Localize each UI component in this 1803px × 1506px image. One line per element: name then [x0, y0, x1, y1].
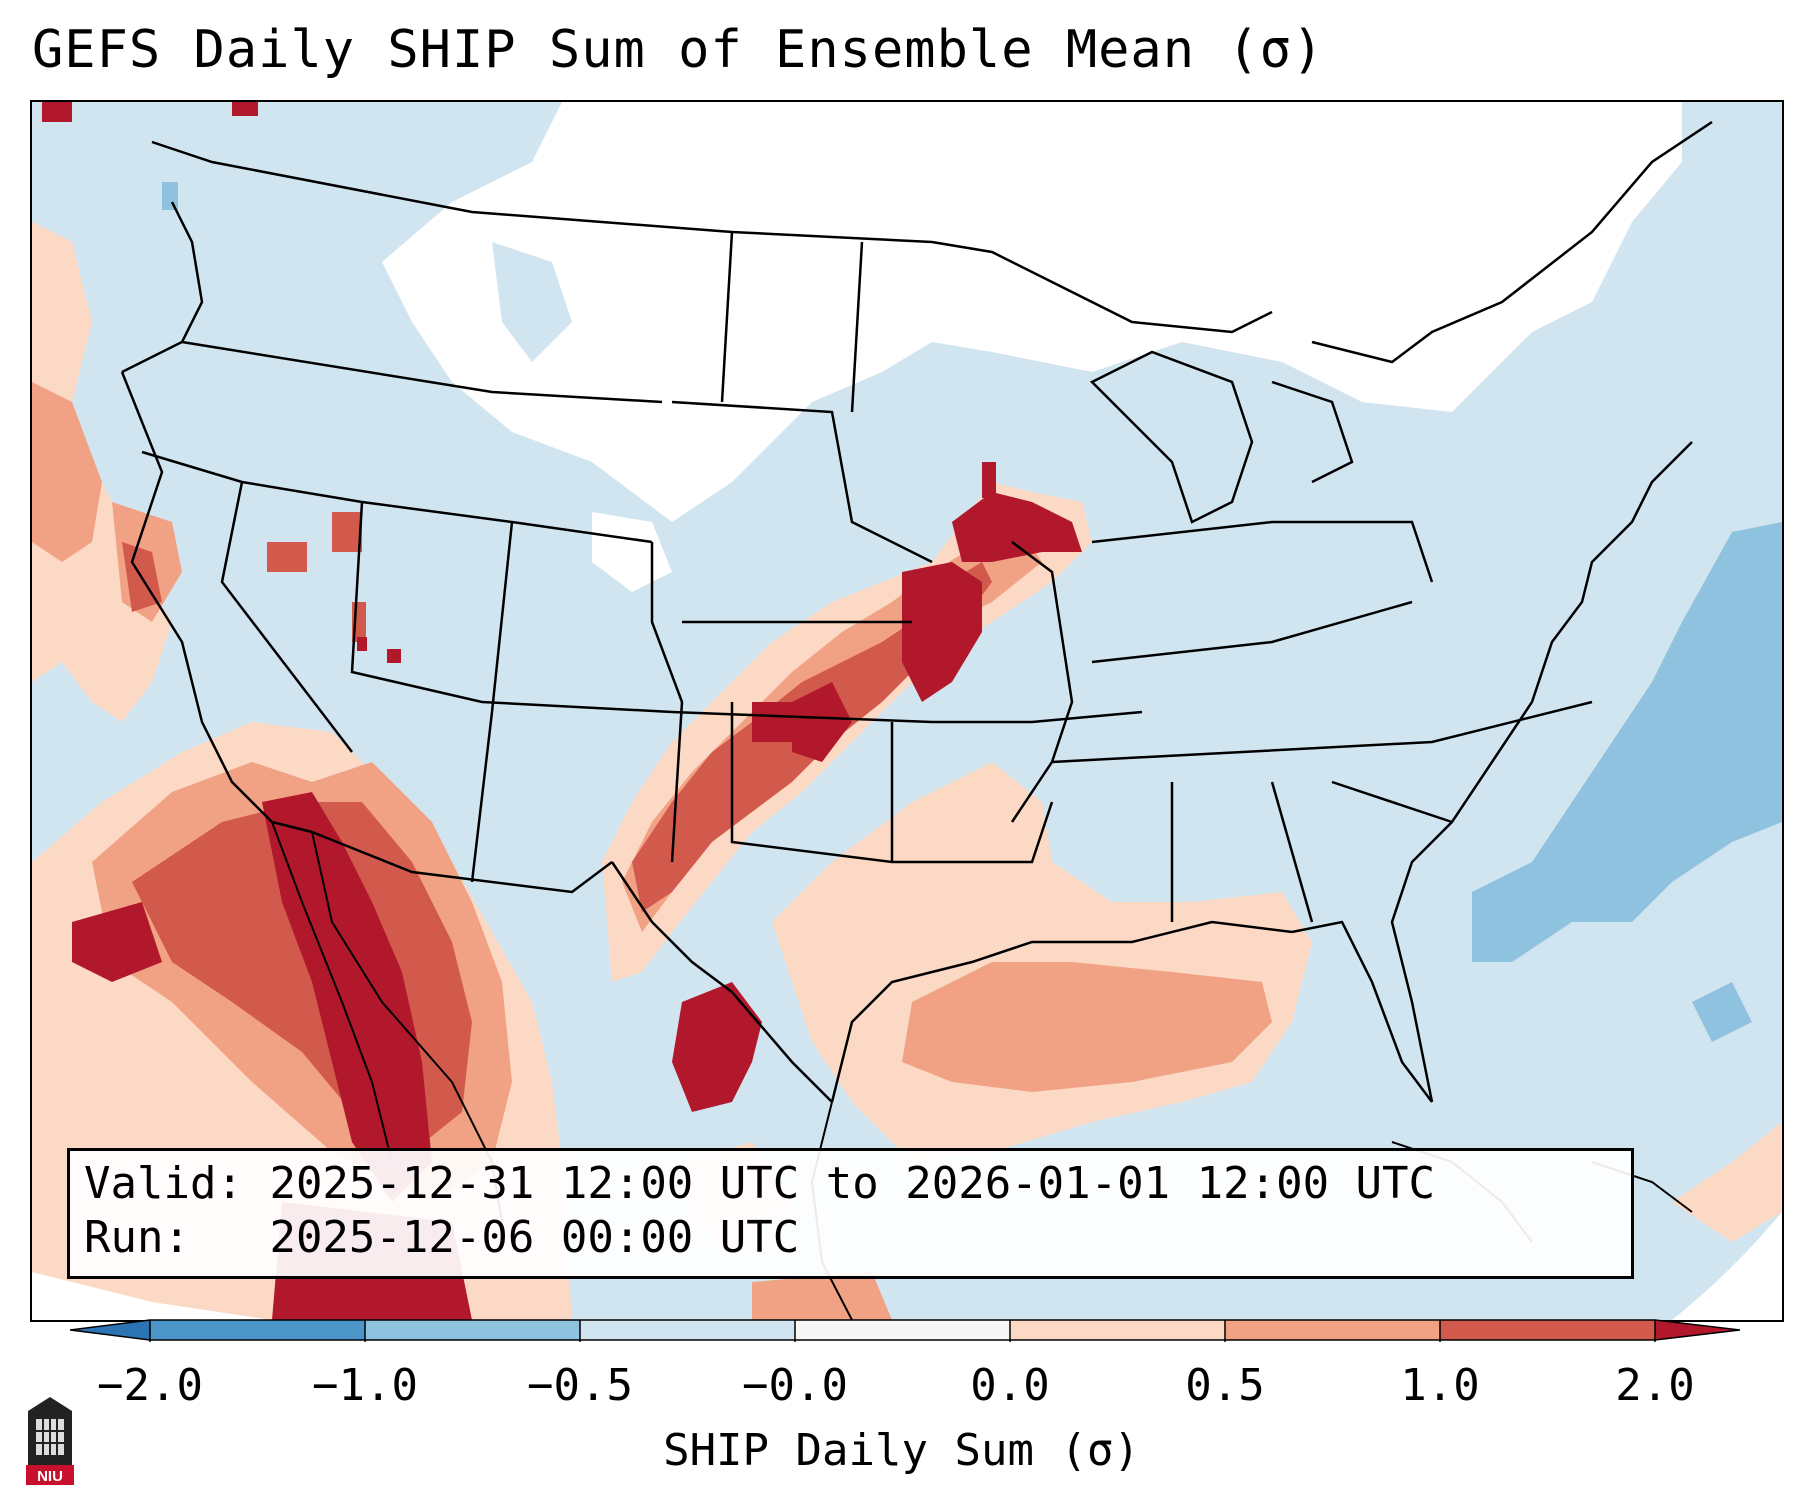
mississippi-river	[1010, 541, 1074, 823]
colorbar-tick-label: −0.5	[527, 1360, 633, 1411]
negative-patch-montana	[492, 242, 572, 362]
us-canada-border-west	[151, 140, 933, 244]
colorbar-bin-1	[150, 1320, 365, 1340]
colorbar-bin-5	[1010, 1320, 1225, 1340]
map-canvas	[32, 102, 1782, 1320]
run-value: 2025-12-06 00:00 UTC	[269, 1212, 800, 1263]
us-mexico-border-west	[311, 830, 613, 894]
iowa-strongest	[952, 492, 1082, 562]
outside-domain-left	[32, 1272, 272, 1320]
map-panel	[30, 100, 1784, 1322]
baja-east-coast	[271, 821, 393, 1163]
valid-run-info-box: Valid: 2025-12-31 12:00 UTC to 2026-01-0…	[67, 1148, 1634, 1279]
oklahoma-texas-border	[730, 702, 893, 864]
near-zero-region-north	[382, 102, 1682, 522]
dakotas-border	[671, 400, 933, 564]
us-canada-border-east	[1311, 120, 1713, 364]
kansas-oklahoma-border	[671, 710, 1143, 724]
kansas-missouri-strongest	[902, 562, 982, 702]
logo-text: NIU	[37, 1468, 63, 1485]
michigan-outline	[1089, 350, 1254, 524]
arkansas-louisiana-border	[892, 801, 1054, 864]
colorbar-tick-label: 0.5	[1185, 1360, 1265, 1411]
colorado-kansas-texas-border	[650, 542, 684, 863]
bc-strong-patch	[42, 102, 72, 122]
caribbean-positive	[1672, 1122, 1782, 1242]
colorbar-extend-low	[70, 1320, 150, 1340]
tennessee-kentucky-border	[1051, 700, 1593, 764]
pacific-nw-negative-patch	[162, 182, 178, 210]
nd-mn-border	[850, 241, 864, 413]
colorbar-tick-label: −2.0	[97, 1360, 203, 1411]
pacific-coast-moderate	[32, 382, 102, 562]
run-label: Run:	[84, 1212, 190, 1263]
baja-gulf-strongest	[262, 792, 432, 1202]
wa-or-id-mt-southern-border	[181, 340, 663, 404]
georgia-carolina-border	[1331, 780, 1453, 824]
washington-coast	[121, 201, 204, 374]
utah-arizona-colorado-border	[350, 501, 673, 714]
mexico-northeast-strongest	[672, 982, 762, 1112]
colorbar-tick-label: −1.0	[312, 1360, 418, 1411]
gulf-coastline	[830, 920, 1433, 1103]
valid-label: Valid:	[84, 1158, 243, 1209]
colorbar-tick-label: 2.0	[1615, 1360, 1695, 1411]
colorbar-bin-7	[1440, 1320, 1655, 1340]
map-title: GEFS Daily SHIP Sum of Ensemble Mean (σ)	[32, 20, 1325, 80]
ohio-river	[1091, 600, 1413, 664]
colorbar-tick-label: 0.0	[970, 1360, 1050, 1411]
gulf-moderate-region	[902, 962, 1272, 1092]
valid-value: 2025-12-31 12:00 UTC to 2026-01-01 12:00…	[269, 1158, 1436, 1209]
colorbar-bin-4	[795, 1320, 1010, 1340]
utah-colorado-nm-border	[470, 521, 514, 883]
colorbar-tick-label: −0.0	[742, 1360, 848, 1411]
atlantic-negative-patch	[1692, 982, 1752, 1042]
outside-domain-right	[1672, 1212, 1782, 1320]
us-canada-border-central	[931, 240, 1273, 334]
us-mexico-border-texas	[610, 861, 833, 1103]
political-borders	[120, 120, 1713, 1103]
colorbar-bin-3	[580, 1320, 795, 1340]
lake-huron	[1271, 380, 1354, 484]
mt-nd-border	[720, 231, 734, 403]
nevada-patch	[332, 512, 362, 552]
great-lakes-south	[1091, 520, 1434, 583]
niu-logo-icon: NIU	[26, 1397, 74, 1485]
pacific-coastline	[120, 371, 313, 834]
atlantic-coastline	[1390, 441, 1693, 1103]
colorbar-bin-6	[1225, 1320, 1440, 1340]
nevada-border	[220, 481, 353, 753]
colorbar	[70, 1319, 1740, 1342]
atlantic-negative-anomaly	[1472, 522, 1782, 962]
colorbar-extend-high	[1655, 1320, 1740, 1340]
colorbar-label: SHIP Daily Sum (σ)	[663, 1425, 1140, 1476]
colorbar-tick-label: 1.0	[1400, 1360, 1480, 1411]
alabama-georgia-border	[1270, 781, 1314, 923]
colorbar-bin-2	[365, 1320, 580, 1340]
oklahoma-strongest	[792, 682, 852, 762]
